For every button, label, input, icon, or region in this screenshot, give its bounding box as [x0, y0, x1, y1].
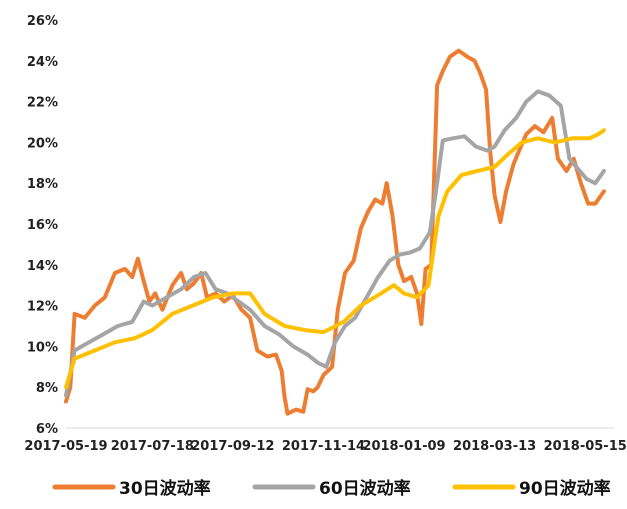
series-lines [64, 48, 606, 416]
x-tick-label: 2017-11-14 [282, 439, 365, 454]
legend: 30日波动率 60日波动率 90日波动率 [52, 478, 611, 499]
series-line-3 [64, 128, 606, 390]
y-tick-label: 10% [27, 340, 58, 355]
legend-label: 90日波动率 [519, 478, 611, 499]
y-tick-label: 12% [27, 300, 58, 315]
y-tick-label: 26% [27, 14, 58, 29]
y-axis-ticks: 6% 8% 10% 12% 14% 16% 18% 20% 22% 24% 26% [27, 14, 58, 437]
y-tick-label: 18% [27, 177, 58, 192]
x-tick-label: 2017-05-19 [24, 439, 107, 454]
y-tick-label: 14% [27, 259, 58, 274]
legend-label: 30日波动率 [119, 478, 211, 499]
x-tick-label: 2018-03-13 [453, 439, 536, 454]
x-tick-label: 2018-05-15 [544, 439, 627, 454]
y-tick-label: 8% [36, 381, 58, 396]
series-line-1 [64, 48, 606, 416]
legend-label: 60日波动率 [319, 478, 411, 499]
y-tick-label: 6% [36, 422, 58, 437]
y-tick-label: 16% [27, 218, 58, 233]
y-tick-label: 22% [27, 96, 58, 111]
x-tick-label: 2017-09-12 [191, 439, 274, 454]
y-tick-label: 24% [27, 55, 58, 70]
y-tick-label: 20% [27, 136, 58, 151]
x-tick-label: 2017-07-18 [111, 439, 194, 454]
x-tick-label: 2018-01-09 [362, 439, 445, 454]
